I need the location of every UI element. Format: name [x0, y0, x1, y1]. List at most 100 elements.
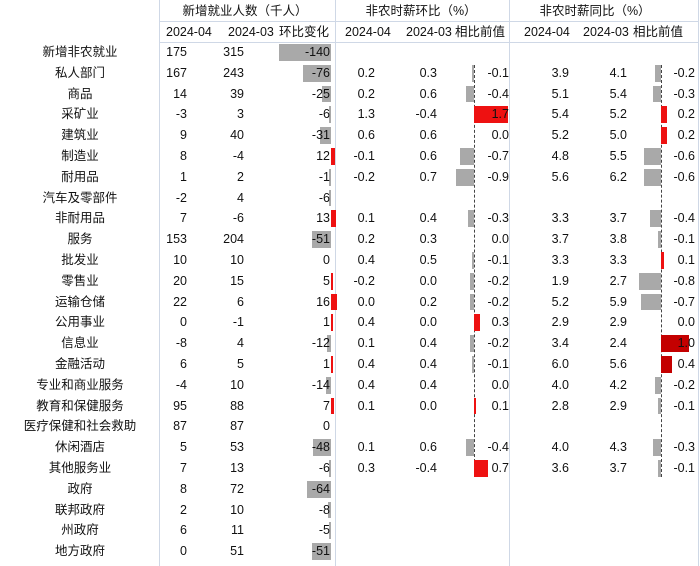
data-label: -51 — [311, 544, 330, 559]
data-cell: 20 — [173, 273, 187, 288]
bar-mark — [661, 252, 664, 269]
data-label: -0.9 — [487, 169, 509, 184]
data-cell: 0.3 — [357, 461, 375, 475]
data-cell: 5.2 — [609, 107, 627, 122]
data-cell: 0 — [180, 544, 187, 559]
subheader-emp-change: 环比变化 — [279, 25, 330, 39]
bar-mark — [328, 106, 331, 124]
bar-mark — [655, 64, 661, 82]
data-cell: 5 — [180, 440, 187, 455]
data-label: -64 — [311, 481, 330, 496]
bar-mark — [331, 356, 333, 373]
data-cell: 3.3 — [551, 253, 569, 267]
data-cell: 7 — [180, 211, 187, 226]
data-cell: 2.9 — [551, 315, 569, 330]
data-cell: 0.5 — [419, 253, 437, 267]
bar-mark — [652, 85, 661, 103]
row-label: 政府 — [67, 481, 93, 496]
data-cell: 5.6 — [551, 169, 569, 184]
bar-mark — [328, 501, 331, 519]
bar-mark — [661, 356, 673, 373]
divider-line — [698, 0, 699, 566]
row-label: 批发业 — [61, 253, 99, 267]
row-label: 地方政府 — [54, 544, 105, 559]
data-cell: 39 — [230, 86, 244, 101]
data-cell: 87 — [173, 419, 187, 434]
data-label: -0.8 — [673, 273, 695, 288]
data-cell: 13 — [230, 461, 244, 475]
bar-mark — [644, 168, 661, 186]
data-cell: 3.3 — [609, 253, 627, 267]
data-label: 0.1 — [491, 398, 509, 413]
data-cell: 5.5 — [609, 149, 627, 163]
data-label: -0.1 — [487, 253, 509, 267]
data-cell: 5 — [237, 357, 244, 371]
data-label: 0.7 — [491, 461, 509, 475]
data-cell: 3.6 — [551, 461, 569, 475]
zero-line — [474, 64, 475, 477]
row-label: 零售业 — [61, 273, 99, 288]
data-label: -0.2 — [673, 65, 695, 80]
bar-mark — [313, 439, 331, 456]
row-label: 建筑业 — [61, 128, 99, 143]
data-cell: 0.4 — [357, 357, 375, 371]
data-label: -6 — [318, 461, 330, 475]
divider-line — [335, 0, 336, 566]
data-cell: 14 — [173, 86, 187, 101]
data-cell: -0.2 — [353, 273, 375, 288]
data-cell: 0.4 — [357, 377, 375, 392]
bar-mark — [329, 522, 331, 540]
bar-mark — [474, 397, 476, 415]
bar-mark — [658, 460, 661, 477]
subheader-emp-prev: 2024-03 — [228, 25, 274, 39]
data-cell: 0.2 — [357, 232, 375, 247]
group-header-employment: 新增就业人数（千人） — [182, 4, 308, 18]
data-cell: 8 — [180, 481, 187, 496]
data-cell: 15 — [230, 273, 244, 288]
bar-mark — [661, 127, 667, 144]
row-label: 金融活动 — [54, 357, 105, 371]
data-label: -14 — [311, 377, 330, 392]
data-label: -0.2 — [487, 294, 509, 309]
row-label: 州政府 — [61, 523, 99, 538]
data-label: -0.3 — [487, 211, 509, 226]
bar-mark — [307, 480, 331, 498]
bar-mark — [470, 272, 474, 290]
data-cell: 3.4 — [551, 336, 569, 351]
divider-line — [159, 21, 699, 22]
data-label: 7 — [323, 398, 330, 413]
bar-mark — [312, 231, 331, 248]
row-label: 新增非农就业 — [42, 45, 118, 59]
data-cell: 0.4 — [419, 211, 437, 226]
data-cell: 4 — [237, 190, 244, 205]
data-cell: 4.3 — [609, 440, 627, 455]
data-cell: 0.6 — [357, 128, 375, 143]
data-label: 0.2 — [677, 128, 695, 143]
data-cell: 53 — [230, 440, 244, 455]
bar-mark — [641, 293, 661, 311]
data-cell: 2.4 — [609, 336, 627, 351]
bar-mark — [474, 460, 488, 477]
row-label: 非耐用品 — [54, 211, 105, 226]
data-cell: 5.9 — [609, 294, 627, 309]
data-cell: 72 — [230, 481, 244, 496]
data-label: -6 — [318, 107, 330, 122]
data-label: -0.2 — [487, 273, 509, 288]
data-cell: 0.1 — [357, 440, 375, 455]
data-label: -0.4 — [673, 211, 695, 226]
data-cell: -2 — [175, 190, 187, 205]
bar-mark — [661, 106, 667, 124]
bar-mark — [326, 335, 331, 352]
data-cell: 10 — [173, 253, 187, 267]
data-cell: 0.4 — [419, 377, 437, 392]
data-label: 0.0 — [491, 377, 509, 392]
data-cell: -4 — [175, 377, 187, 392]
data-cell: 1.9 — [551, 273, 569, 288]
group-header-mom-wage: 非农时薪环比（%） — [365, 4, 477, 18]
bar-mark — [472, 64, 474, 82]
divider-line — [159, 0, 160, 566]
data-cell: 4.8 — [551, 149, 569, 163]
data-cell: 0.3 — [419, 65, 437, 80]
data-cell: 175 — [166, 45, 187, 59]
bar-mark — [661, 335, 689, 352]
